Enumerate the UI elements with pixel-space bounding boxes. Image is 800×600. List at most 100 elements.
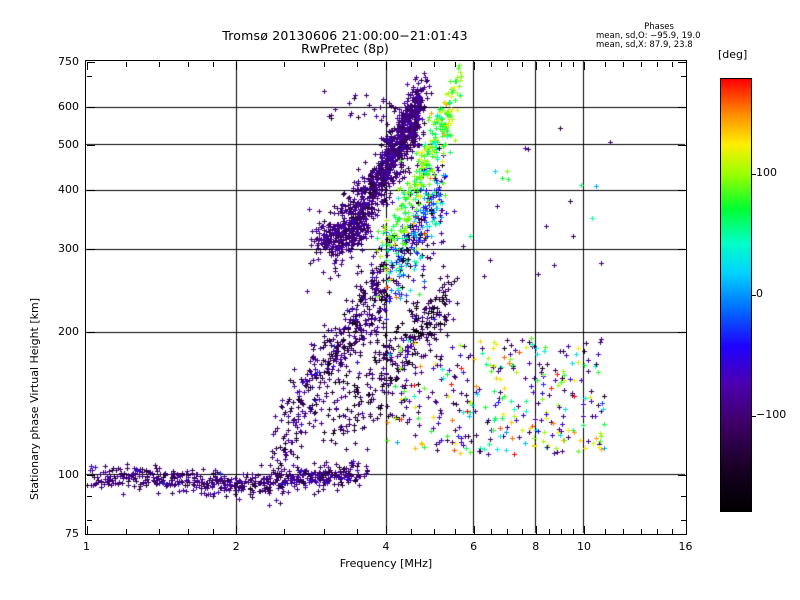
y-axis-title: Stationary phase Virtual Height [km] xyxy=(28,297,41,500)
y-tickmark xyxy=(677,249,686,250)
x-tickmark xyxy=(236,525,237,534)
x-tick-label: 16 xyxy=(678,540,693,553)
x-tickmark xyxy=(605,61,606,67)
x-tick-label: 10 xyxy=(576,540,591,553)
x-tickmark xyxy=(686,61,687,70)
colorbar-tick-label: −100 xyxy=(756,407,787,421)
y-tickmark xyxy=(86,145,95,146)
y-tickmark xyxy=(86,496,92,497)
x-tickmark xyxy=(411,528,412,534)
y-tick-label: 75 xyxy=(65,526,79,540)
y-tickmark xyxy=(86,62,95,63)
x-tickmark xyxy=(641,61,642,67)
x-tickmark xyxy=(324,61,325,67)
y-tick-label: 600 xyxy=(58,100,79,114)
y-tickmark xyxy=(86,520,92,521)
y-tick-label: 500 xyxy=(58,137,79,151)
y-tickmark xyxy=(677,145,686,146)
x-tickmark xyxy=(549,528,550,534)
statistics-x-mode: mean, sd,X: 87.9, 23.8 xyxy=(596,40,693,51)
x-tickmark xyxy=(536,525,537,534)
x-tickmark xyxy=(657,528,658,534)
scatter-canvas xyxy=(86,61,685,533)
x-tickmark xyxy=(159,528,160,534)
x-tickmark xyxy=(455,528,456,534)
x-tickmark xyxy=(522,528,523,534)
colorbar-tick-label: 0 xyxy=(756,287,763,300)
x-tickmark xyxy=(573,61,574,67)
y-tick-label: 750 xyxy=(58,54,79,68)
page-subtitle: RwPretec (8p) xyxy=(301,41,389,56)
x-tickmark xyxy=(474,61,475,70)
x-tick-label: 6 xyxy=(470,540,478,553)
colorbar-gradient xyxy=(721,79,751,511)
x-tickmark xyxy=(411,61,412,67)
x-tickmark xyxy=(623,61,624,67)
y-tickmark xyxy=(677,62,686,63)
x-tickmark xyxy=(605,528,606,534)
x-tickmark xyxy=(386,61,387,70)
colorbar-tickmark xyxy=(752,416,756,417)
x-tickmark xyxy=(491,61,492,67)
x-tickmark xyxy=(584,61,585,70)
y-tick-label: 200 xyxy=(58,325,79,339)
x-tickmark xyxy=(549,61,550,67)
page-title: Tromsø 20130606 21:00:00−21:01:43 xyxy=(222,28,468,43)
x-tickmark xyxy=(434,61,435,67)
x-tickmark xyxy=(641,528,642,534)
statistics-o-mode: mean, sd,O: −95.9, 19.0 xyxy=(596,31,701,42)
x-tickmark xyxy=(623,528,624,534)
x-tickmark xyxy=(672,61,673,67)
x-tickmark xyxy=(672,528,673,534)
x-tickmark xyxy=(657,61,658,67)
x-tickmark xyxy=(491,528,492,534)
x-tickmark xyxy=(357,61,358,67)
x-tickmark xyxy=(573,528,574,534)
x-tick-label: 8 xyxy=(532,540,540,553)
y-tickmark xyxy=(86,76,92,77)
y-tickmark xyxy=(680,496,686,497)
x-tickmark xyxy=(536,61,537,70)
x-tickmark xyxy=(386,525,387,534)
y-tickmark xyxy=(680,520,686,521)
y-tickmark xyxy=(680,76,686,77)
x-tickmark xyxy=(284,528,285,534)
x-tick-label: 1 xyxy=(83,540,90,553)
x-tickmark xyxy=(159,61,160,67)
y-tickmark xyxy=(86,249,95,250)
x-tick-label: 2 xyxy=(232,540,240,553)
plot-area[interactable] xyxy=(85,60,687,535)
y-tickmark xyxy=(86,332,95,333)
colorbar-unit-label: [deg] xyxy=(718,48,748,61)
y-tick-label: 400 xyxy=(58,183,79,197)
x-tickmark xyxy=(284,61,285,67)
x-tickmark xyxy=(507,528,508,534)
x-tickmark xyxy=(188,528,189,534)
y-tickmark xyxy=(677,190,686,191)
x-tickmark xyxy=(126,61,127,67)
y-tickmark xyxy=(677,534,686,535)
colorbar-tick-label: 100 xyxy=(756,166,777,180)
statistics-heading: Phases xyxy=(644,22,674,32)
x-tickmark xyxy=(522,61,523,67)
phase-statistics-block: Phases mean, sd,O: −95.9, 19.0 mean, sd,… xyxy=(596,22,731,51)
x-tickmark xyxy=(188,61,189,67)
y-tick-label: 100 xyxy=(58,467,79,481)
x-tickmark xyxy=(213,61,214,67)
colorbar[interactable] xyxy=(720,78,752,512)
x-tickmark xyxy=(236,61,237,70)
y-tickmark xyxy=(86,190,95,191)
x-tickmark xyxy=(474,525,475,534)
colorbar-tickmark xyxy=(752,174,756,175)
colorbar-tickmark xyxy=(752,295,756,296)
x-tick-label: 4 xyxy=(382,540,390,553)
y-tickmark xyxy=(677,332,686,333)
y-tickmark xyxy=(677,475,686,476)
x-tickmark xyxy=(213,528,214,534)
x-tickmark xyxy=(324,528,325,534)
x-tickmark xyxy=(87,525,88,534)
y-tickmark xyxy=(86,107,95,108)
x-tickmark xyxy=(584,525,585,534)
y-tickmark xyxy=(86,534,95,535)
